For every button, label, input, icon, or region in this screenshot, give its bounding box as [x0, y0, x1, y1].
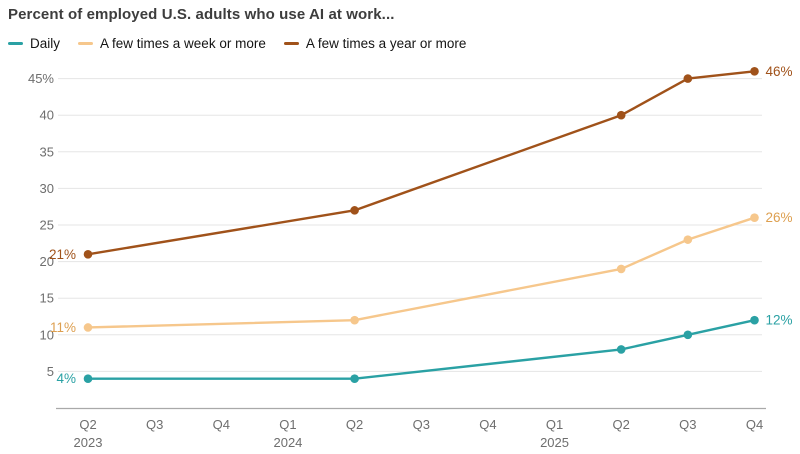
data-point-marker	[350, 374, 359, 384]
x-axis-tick-label: Q2	[346, 417, 363, 432]
data-point-marker	[350, 315, 359, 325]
data-point-marker	[683, 235, 693, 244]
legend-swatch-daily	[8, 42, 23, 45]
legend-label-year: A few times a year or more	[305, 36, 467, 51]
x-axis-tick-label: Q3	[679, 417, 696, 432]
chart-area: 5 10 15 20 25 30 35 40 45% Q2 Q3 Q4 Q1 Q2 Q3 Q4 Q1 Q2 Q3 Q4…	[0, 52, 800, 454]
x-axis-tick-label: Q2	[613, 417, 630, 432]
series-end-value-label: 46%	[766, 64, 793, 79]
series-start-value-label: 21%	[49, 247, 76, 262]
x-axis-tick-label: Q4	[213, 417, 230, 432]
y-axis-tick-label: 45%	[28, 71, 54, 86]
x-axis-year-label: 2023	[74, 435, 103, 450]
chart-legend: Daily A few times a week or more A few t…	[8, 36, 466, 51]
y-axis-tick-label: 15	[40, 291, 54, 306]
y-axis-tick-label: 20	[40, 254, 54, 269]
data-point-marker	[83, 323, 93, 332]
data-point-marker	[350, 206, 359, 215]
data-point-marker	[616, 345, 626, 354]
x-axis-tick-label: Q3	[146, 417, 163, 432]
x-axis-year-label: 2025	[540, 435, 569, 450]
x-axis-tick-label: Q2	[79, 417, 96, 432]
data-point-marker	[83, 374, 93, 384]
data-point-marker	[683, 74, 693, 83]
data-point-marker	[83, 249, 93, 259]
series-end-value-label: 12%	[766, 313, 793, 328]
x-axis-tick-label: Q1	[546, 417, 563, 432]
x-axis-tick-label: Q1	[279, 417, 296, 432]
data-point-marker	[616, 110, 626, 120]
data-point-marker	[750, 315, 759, 325]
series-end-value-label: 26%	[766, 210, 793, 225]
x-axis-tick-label: Q4	[746, 417, 763, 432]
legend-swatch-year	[283, 42, 299, 45]
y-axis-tick-label: 30	[40, 181, 54, 196]
series-line	[86, 216, 756, 329]
y-axis-tick-label: 25	[40, 218, 54, 233]
legend-swatch-week	[78, 42, 94, 45]
x-axis-tick-label: Q3	[413, 417, 430, 432]
data-point-marker	[616, 264, 626, 274]
legend-item-year: A few times a year or more	[283, 36, 467, 51]
y-axis-tick-label: 35	[40, 144, 54, 159]
chart-title: Percent of employed U.S. adults who use …	[8, 6, 395, 23]
x-axis-tick-label: Q4	[479, 417, 496, 432]
y-axis-tick-label: 10	[40, 327, 54, 342]
data-point-marker	[750, 213, 759, 222]
y-axis-tick-label: 5	[47, 364, 54, 379]
legend-item-daily: Daily	[8, 36, 60, 51]
y-axis-tick-label: 40	[40, 108, 54, 123]
series-line	[86, 70, 756, 256]
data-point-marker	[683, 330, 693, 340]
x-axis-year-label: 2024	[273, 435, 302, 450]
legend-label-week: A few times a week or more	[100, 36, 266, 51]
legend-label-daily: Daily	[30, 36, 61, 51]
legend-item-week: A few times a week or more	[78, 36, 266, 51]
series-start-value-label: 11%	[50, 320, 76, 335]
series-line	[86, 318, 756, 380]
series-start-value-label: 4%	[56, 371, 76, 386]
data-point-marker	[750, 66, 759, 76]
